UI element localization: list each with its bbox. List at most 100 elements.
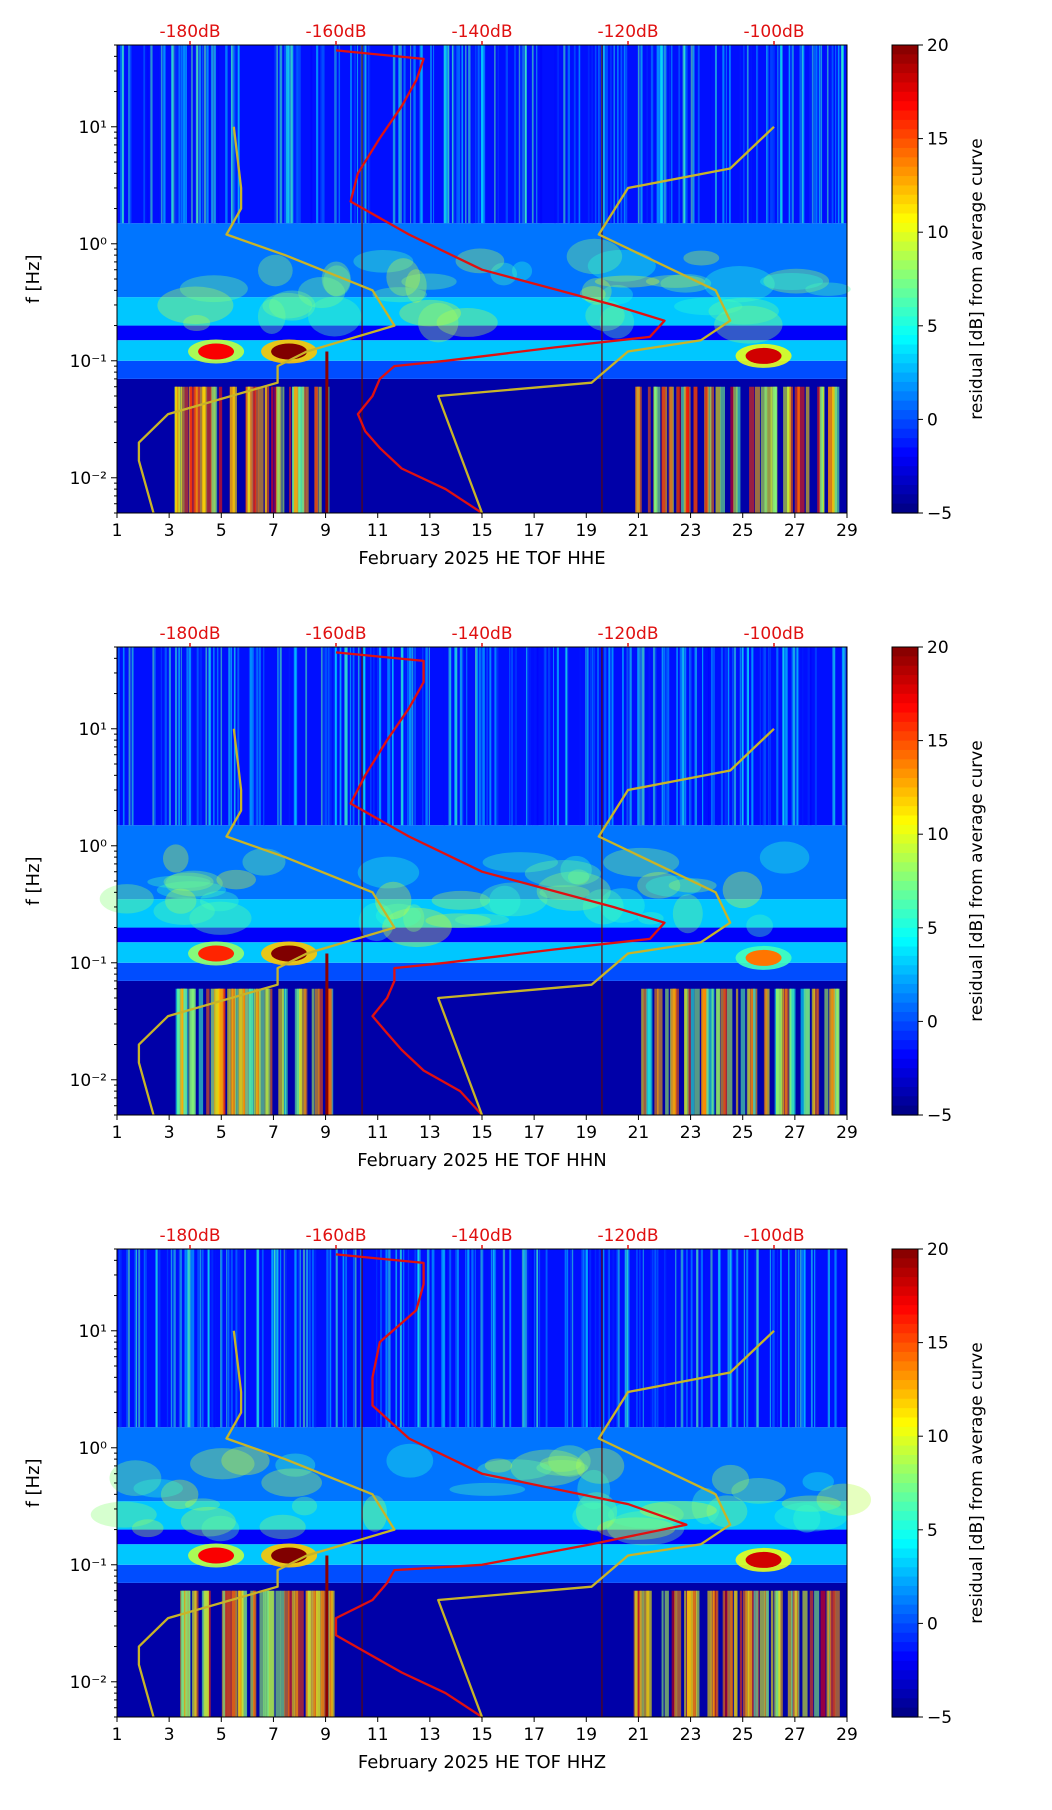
top-db-label: -120dB	[597, 1226, 658, 1246]
noise-streak	[188, 1249, 191, 1428]
low-frequency-energy	[191, 1590, 197, 1717]
low-frequency-energy	[826, 1590, 829, 1717]
low-frequency-energy	[789, 988, 795, 1115]
colorbar-segment	[892, 297, 918, 308]
noise-streak	[237, 647, 240, 826]
spectrogram-band	[117, 325, 847, 341]
noise-streak	[291, 45, 294, 224]
noise-streak	[656, 45, 658, 224]
noise-streak	[489, 647, 492, 826]
event-blob	[745, 1551, 782, 1568]
noise-streak	[297, 45, 300, 224]
noise-streak	[306, 1249, 308, 1428]
low-frequency-energy	[706, 988, 712, 1115]
colorbar-segment	[892, 400, 918, 411]
x-tick-label: 19	[575, 1725, 597, 1745]
colorbar-segment	[892, 974, 918, 985]
low-frequency-energy	[805, 386, 810, 513]
noise-streak	[788, 1249, 790, 1428]
low-frequency-energy	[817, 386, 822, 513]
colorbar-segment	[892, 1389, 918, 1400]
noise-streak	[399, 1249, 402, 1428]
noise-streak	[342, 1249, 345, 1428]
noise-streak	[496, 647, 499, 826]
microseism-patch	[386, 1443, 434, 1478]
noise-streak	[617, 1249, 620, 1428]
low-frequency-energy	[675, 988, 679, 1115]
low-frequency-energy	[310, 1590, 316, 1717]
noise-streak	[417, 1249, 420, 1428]
noise-streak	[174, 647, 178, 826]
colorbar-segment	[892, 993, 918, 1004]
noise-streak	[526, 1249, 529, 1428]
low-frequency-energy	[253, 1590, 256, 1717]
noise-streak	[685, 45, 688, 224]
noise-streak	[794, 647, 798, 826]
noise-streak	[789, 1249, 792, 1428]
low-frequency-energy	[250, 1590, 255, 1717]
noise-streak	[652, 1249, 654, 1428]
x-axis-label: February 2025 HE TOF HHZ	[358, 1752, 606, 1773]
colorbar-segment	[892, 1623, 918, 1634]
spectrogram-panel-hhz: 1 3 5 7 9 11 13 15 17 19 21 23 25 27 29 February 2025 H…	[0, 1204, 1052, 1806]
low-frequency-energy	[833, 1590, 836, 1717]
noise-streak	[666, 647, 668, 826]
colorbar-segment	[892, 213, 918, 224]
low-frequency-energy	[203, 1590, 209, 1717]
noise-streak	[178, 1249, 181, 1428]
noise-streak	[827, 1249, 831, 1428]
colorbar-segment	[892, 852, 918, 863]
noise-streak	[127, 1249, 130, 1428]
noise-streak	[772, 1249, 775, 1428]
noise-streak	[158, 45, 161, 224]
low-frequency-energy	[270, 988, 273, 1115]
colorbar-segment	[892, 494, 918, 505]
noise-streak	[247, 647, 250, 826]
colorbar-frame	[891, 1248, 919, 1718]
low-frequency-energy	[326, 988, 333, 1115]
noise-streak	[272, 1249, 276, 1428]
low-frequency-energy	[733, 386, 738, 513]
colorbar-tick-label: 5	[927, 919, 938, 939]
low-frequency-energy	[797, 1590, 800, 1717]
noise-streak	[454, 647, 456, 826]
noise-streak	[283, 1249, 285, 1428]
low-frequency-energy	[311, 988, 315, 1115]
noise-streak	[172, 1249, 175, 1428]
colorbar-segment	[892, 250, 918, 261]
noise-streak	[322, 45, 325, 224]
noise-streak	[120, 45, 122, 224]
low-frequency-energy	[676, 386, 681, 513]
x-tick-label: 17	[523, 1123, 545, 1143]
top-db-label: -140dB	[451, 1226, 512, 1246]
noise-streak	[756, 1249, 759, 1428]
noise-streak	[652, 647, 656, 826]
noise-streak	[228, 647, 231, 826]
x-axis-label: February 2025 HE TOF HHE	[358, 548, 605, 569]
colorbar-segment	[892, 110, 918, 121]
colorbar-segment	[892, 1529, 918, 1540]
noise-streak	[128, 45, 131, 224]
noise-streak	[837, 1249, 841, 1428]
low-frequency-energy	[281, 988, 287, 1115]
noise-streak	[323, 647, 325, 826]
colorbar-segment	[892, 703, 918, 714]
noise-streak	[680, 647, 683, 826]
noise-streak	[494, 647, 496, 826]
microseism-patch	[399, 299, 461, 327]
spectrogram-image	[99, 647, 847, 1115]
noise-streak	[769, 1249, 772, 1428]
colorbar-segment	[892, 1670, 918, 1681]
event-blob	[745, 347, 782, 364]
microseism-patch	[291, 1496, 318, 1516]
noise-streak	[795, 1249, 797, 1428]
noise-streak	[166, 1249, 169, 1428]
noise-streak	[475, 647, 477, 826]
noise-streak	[310, 45, 313, 224]
noise-streak	[587, 1249, 590, 1428]
colorbar-segment	[892, 909, 918, 920]
top-db-label: -100dB	[743, 22, 804, 42]
noise-streak	[493, 1249, 497, 1428]
noise-streak	[206, 45, 209, 224]
noise-streak	[299, 1249, 301, 1428]
